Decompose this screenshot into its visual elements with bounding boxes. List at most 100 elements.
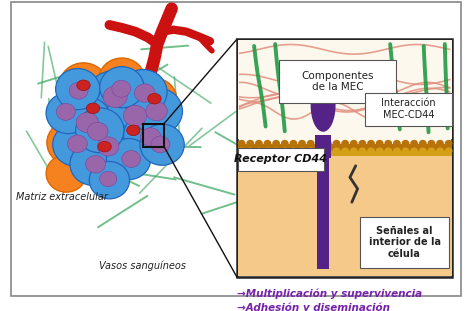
Ellipse shape — [393, 147, 401, 154]
Ellipse shape — [350, 140, 358, 147]
Ellipse shape — [315, 140, 323, 147]
Ellipse shape — [87, 122, 108, 141]
Ellipse shape — [264, 140, 272, 147]
Bar — [13, 4, 235, 294]
Bar — [238, 40, 452, 139]
Ellipse shape — [255, 147, 263, 154]
Ellipse shape — [410, 147, 418, 154]
Ellipse shape — [272, 140, 280, 147]
Ellipse shape — [315, 147, 323, 154]
Ellipse shape — [100, 67, 144, 108]
Ellipse shape — [401, 140, 410, 147]
Ellipse shape — [56, 104, 75, 120]
Ellipse shape — [123, 105, 147, 126]
Ellipse shape — [77, 80, 90, 91]
Ellipse shape — [384, 140, 392, 147]
Ellipse shape — [69, 82, 88, 99]
Ellipse shape — [393, 140, 401, 147]
Text: →Multiplicación y supervivencia: →Multiplicación y supervivencia — [237, 289, 422, 299]
Ellipse shape — [47, 120, 95, 165]
Bar — [315, 135, 331, 158]
Ellipse shape — [65, 82, 121, 134]
Ellipse shape — [46, 155, 86, 192]
Ellipse shape — [419, 140, 427, 147]
Bar — [238, 156, 452, 276]
Ellipse shape — [100, 171, 117, 187]
Ellipse shape — [103, 86, 127, 108]
Ellipse shape — [384, 147, 392, 154]
Bar — [143, 124, 164, 146]
FancyBboxPatch shape — [365, 93, 452, 126]
Ellipse shape — [86, 156, 106, 173]
Ellipse shape — [140, 128, 161, 146]
Text: Componentes
de la MEC: Componentes de la MEC — [301, 71, 374, 92]
Text: Interacción
MEC-CD44: Interacción MEC-CD44 — [381, 99, 436, 120]
Ellipse shape — [84, 121, 135, 168]
Ellipse shape — [376, 147, 383, 154]
Ellipse shape — [419, 147, 427, 154]
Text: Matriz extracelular: Matriz extracelular — [17, 193, 108, 202]
Ellipse shape — [410, 140, 418, 147]
Ellipse shape — [246, 147, 254, 154]
Ellipse shape — [86, 103, 100, 114]
Ellipse shape — [146, 102, 167, 121]
FancyBboxPatch shape — [279, 60, 396, 103]
Ellipse shape — [333, 140, 340, 147]
Ellipse shape — [122, 151, 141, 167]
Ellipse shape — [445, 140, 453, 147]
Ellipse shape — [59, 63, 108, 108]
Bar — [238, 151, 452, 156]
Ellipse shape — [151, 136, 170, 153]
Ellipse shape — [445, 147, 453, 154]
Ellipse shape — [70, 142, 116, 185]
Text: →Adhesión y diseminación: →Adhesión y diseminación — [237, 302, 390, 311]
Ellipse shape — [78, 122, 131, 171]
FancyBboxPatch shape — [360, 216, 449, 268]
Bar — [237, 39, 453, 277]
Ellipse shape — [67, 135, 87, 153]
Ellipse shape — [401, 147, 410, 154]
Ellipse shape — [89, 161, 129, 199]
Ellipse shape — [376, 140, 383, 147]
Ellipse shape — [358, 147, 366, 154]
Text: Receptor CD44: Receptor CD44 — [235, 154, 328, 164]
Ellipse shape — [98, 142, 111, 152]
Ellipse shape — [281, 147, 289, 154]
Ellipse shape — [358, 140, 366, 147]
Ellipse shape — [76, 113, 99, 132]
Ellipse shape — [298, 147, 306, 154]
Ellipse shape — [255, 140, 263, 147]
Ellipse shape — [135, 84, 155, 102]
Ellipse shape — [272, 147, 280, 154]
Ellipse shape — [436, 147, 444, 154]
Ellipse shape — [324, 140, 332, 147]
Ellipse shape — [108, 107, 158, 154]
Ellipse shape — [106, 91, 161, 141]
Ellipse shape — [307, 147, 315, 154]
Ellipse shape — [98, 137, 119, 156]
Ellipse shape — [350, 147, 358, 154]
FancyBboxPatch shape — [11, 2, 461, 296]
Ellipse shape — [140, 124, 184, 165]
Ellipse shape — [298, 140, 306, 147]
Ellipse shape — [46, 93, 91, 134]
Ellipse shape — [367, 140, 375, 147]
Text: Vasos sanguíneos: Vasos sanguíneos — [100, 260, 186, 271]
Ellipse shape — [341, 140, 349, 147]
Ellipse shape — [428, 140, 435, 147]
Ellipse shape — [127, 125, 140, 136]
Ellipse shape — [290, 147, 297, 154]
Ellipse shape — [367, 147, 375, 154]
Bar — [318, 156, 329, 269]
Ellipse shape — [53, 123, 99, 166]
Ellipse shape — [307, 140, 315, 147]
Ellipse shape — [238, 147, 246, 154]
Ellipse shape — [246, 140, 254, 147]
Ellipse shape — [333, 147, 340, 154]
Ellipse shape — [281, 140, 289, 147]
Ellipse shape — [436, 140, 444, 147]
Ellipse shape — [341, 147, 349, 154]
Ellipse shape — [238, 140, 246, 147]
Ellipse shape — [55, 68, 100, 110]
Ellipse shape — [148, 93, 161, 104]
